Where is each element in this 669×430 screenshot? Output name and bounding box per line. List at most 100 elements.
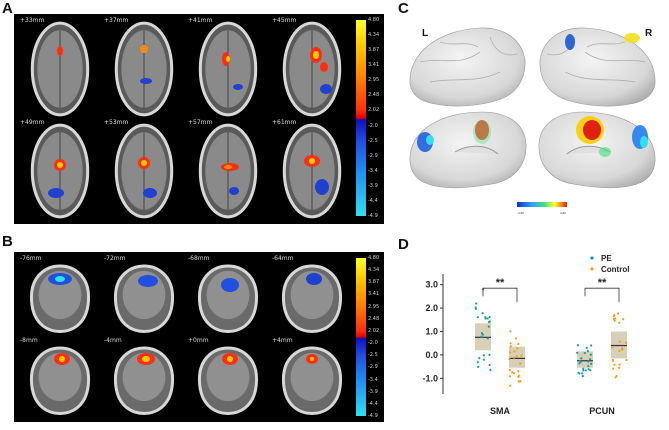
data-point (586, 350, 589, 353)
slice-coordinate-label: -72mm (104, 255, 126, 262)
data-point (515, 355, 518, 358)
data-point (486, 317, 489, 320)
brain-surface-svg: L R -4.90 4.80 (409, 27, 656, 215)
panel-c-surface-renders: L R -4.90 4.80 (400, 12, 665, 222)
surface-colorbar-max: 4.80 (560, 211, 566, 215)
surface-colorbar-min: -4.90 (517, 211, 524, 215)
box (577, 351, 593, 368)
activation-cluster (142, 356, 150, 362)
panel-label-d: D (398, 236, 409, 253)
activation-cluster (320, 62, 328, 72)
data-point (517, 380, 520, 383)
panel-label-b: B (2, 233, 13, 250)
data-point (486, 337, 489, 340)
data-point (517, 370, 520, 373)
colorbar-tick-label: 2.48 (368, 315, 380, 322)
slice-coordinate-label: +33mm (20, 17, 45, 24)
data-point (511, 371, 514, 374)
data-point (622, 318, 625, 321)
data-point (618, 363, 621, 366)
colorbar-tick-label: -4.9 (368, 213, 378, 219)
data-point (589, 358, 592, 361)
activation-cluster (143, 188, 157, 198)
slice-coordinate-label: +4mm (272, 337, 293, 344)
slice-coordinate-label: +61mm (272, 119, 297, 126)
data-point (480, 335, 483, 338)
surface-colorbar (517, 202, 567, 207)
brain-slice: +45mm (270, 16, 354, 118)
data-point (488, 353, 491, 356)
data-point (512, 372, 516, 375)
right-medial-surface (538, 111, 656, 189)
colorbar-tick-label: 4.80 (368, 255, 380, 261)
colorbar-tick-label: -4.4 (368, 400, 378, 407)
colorbar-tick-label: 2.02 (368, 107, 380, 114)
colorbar-tick-label: -2.5 (368, 352, 378, 359)
legend-marker (590, 256, 594, 260)
x-tick-label: PCUN (589, 406, 615, 416)
y-tick-label: 3.0 (425, 280, 438, 290)
data-point (517, 375, 520, 378)
data-point (482, 358, 486, 361)
slice-coordinate-label: +53mm (104, 119, 129, 126)
data-point (513, 350, 516, 353)
activation-cluster (57, 46, 63, 56)
data-point (582, 367, 585, 370)
left-lateral-surface (409, 27, 526, 107)
data-point (580, 357, 583, 360)
right-hemisphere-label: R (645, 28, 653, 39)
right-lateral-surface (539, 27, 656, 107)
colorbar-tick-label: -3.4 (368, 376, 378, 383)
data-point (488, 315, 491, 319)
data-point (579, 359, 582, 362)
data-point (509, 345, 512, 348)
data-point (613, 319, 616, 322)
data-point (578, 362, 581, 365)
slice-coordinate-label: -76mm (20, 255, 42, 262)
colorbar-tick-label: 2.48 (368, 92, 380, 99)
brain-slice: -64mm (270, 254, 354, 336)
brain-slice: +33mm (18, 16, 102, 118)
significance-marker: ** (496, 277, 505, 289)
activation-cluster (320, 84, 332, 94)
data-point (489, 368, 492, 372)
brain-slice: +4mm (270, 336, 354, 418)
activation-cluster (221, 278, 239, 292)
slice-coordinate-label: +0mm (188, 337, 209, 344)
colorbar-tick-label: 3.87 (368, 47, 380, 54)
panel-label-a: A (2, 0, 13, 17)
activation-cluster (55, 276, 65, 282)
slice-coordinate-label: -68mm (188, 255, 210, 262)
data-point (576, 351, 579, 354)
y-tick-label: 2.0 (425, 303, 438, 313)
colorbar-tick-label: -2.9 (368, 152, 378, 159)
activation-cluster (306, 273, 322, 285)
data-point (617, 366, 621, 369)
colorbar-tick-label: 2.02 (368, 327, 380, 334)
colorbar-tick-label: 4.34 (368, 267, 380, 274)
data-point (484, 317, 487, 320)
legend-label: Control (601, 265, 629, 274)
data-point (589, 353, 592, 356)
brain-slice: -8mm (18, 336, 102, 418)
activation-cluster (140, 78, 152, 84)
activation-cluster (227, 356, 233, 362)
brain-slice: +37mm (102, 16, 186, 118)
panel-a-axial-slices: +33mm +37mm +41mm +45mm +49mm +53mm +57mm +61mm… (14, 14, 384, 224)
data-point (474, 306, 477, 309)
data-point (516, 347, 519, 350)
brain-slice: +57mm (186, 118, 270, 220)
data-point (618, 349, 621, 352)
colorbar-tick-label: 3.41 (368, 291, 380, 298)
slice-coordinate-label: +41mm (188, 17, 213, 24)
data-point (482, 354, 486, 357)
y-tick-label: 0.0 (425, 350, 438, 360)
slice-coordinate-label: -4mm (104, 337, 122, 344)
colorbar-tick-label: 4.34 (368, 32, 380, 39)
panel-d-boxplot: 3.0 2.0 1.0 0.0 -1.0 SMA PCUN ** ** PE Control (405, 250, 667, 425)
activation-cluster (224, 165, 232, 169)
data-point (620, 346, 624, 350)
data-point (612, 315, 615, 318)
data-point (508, 375, 512, 378)
data-point (582, 369, 585, 372)
